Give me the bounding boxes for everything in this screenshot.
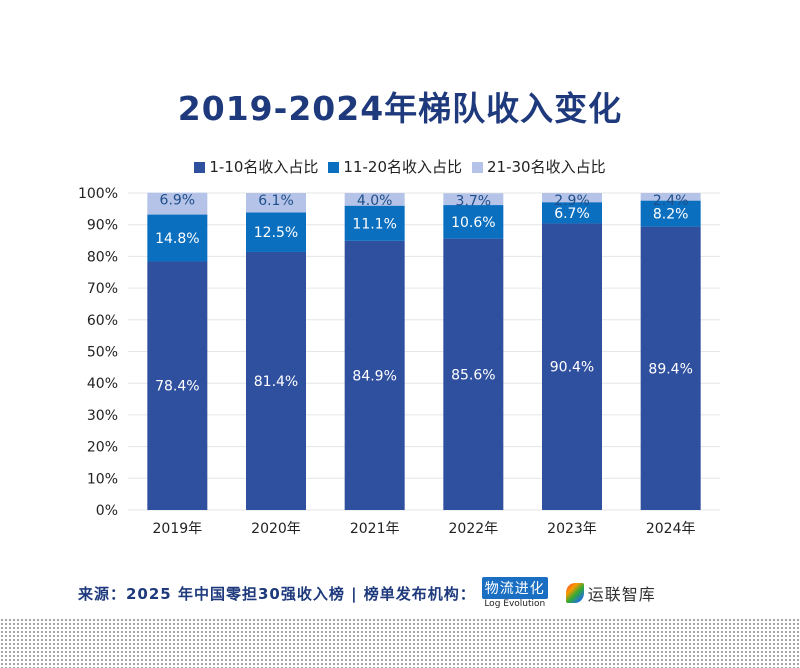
yunlian-logo: 运联智库 — [565, 581, 656, 605]
x-tick-label: 2022年 — [449, 521, 499, 537]
bar-segment — [344, 205, 405, 241]
y-tick-label: 100% — [78, 186, 118, 202]
chart: 0% 10% 20% 30% 40% 50% 60% 70% 80% 90% 100% 78.4% 14… — [78, 186, 720, 537]
y-tick-label: 40% — [87, 376, 118, 392]
y-tick-label: 10% — [87, 471, 118, 487]
x-tick-label: 2023年 — [547, 521, 597, 537]
legend-item: 21-30名收入占比 — [472, 156, 606, 177]
data-label: 89.4% — [648, 361, 692, 377]
bar-segment — [640, 200, 701, 227]
data-label: 90.4% — [550, 360, 594, 376]
y-tick-label: 70% — [87, 281, 118, 297]
data-label: 14.8% — [155, 231, 199, 247]
log-evolution-logo: 物流进化 Log Evolution — [481, 577, 548, 609]
y-tick-label: 50% — [87, 345, 118, 361]
data-label: 2.4% — [653, 193, 689, 209]
legend-item: 11-20名收入占比 — [328, 156, 462, 177]
data-label: 10.6% — [451, 215, 495, 231]
y-tick-label: 80% — [87, 249, 118, 265]
bar-segment — [443, 238, 504, 510]
bar-segment — [640, 193, 701, 201]
bar-segment — [246, 193, 306, 213]
data-label: 4.0% — [357, 193, 393, 209]
yunlian-logo-icon — [565, 583, 584, 603]
data-label: 84.9% — [352, 368, 396, 384]
legend-label: 1-10名收入占比 — [209, 158, 319, 176]
y-tick-label: 90% — [87, 218, 118, 234]
legend-swatch — [194, 162, 206, 173]
data-label: 11.1% — [352, 216, 396, 232]
x-tick-label: 2019年 — [153, 521, 203, 537]
bar-segment — [443, 205, 504, 239]
bar-segment — [640, 226, 701, 511]
bar-segment — [246, 212, 306, 252]
bar-segment — [542, 202, 602, 224]
legend: 1-10名收入占比 11-20名收入占比 21-30名收入占比 — [0, 156, 800, 177]
bar-segment — [443, 193, 504, 206]
y-tick-label: 60% — [87, 313, 118, 329]
y-tick-label: 0% — [96, 503, 118, 519]
bar-segment — [542, 223, 602, 510]
logo2-text: 运联智库 — [587, 585, 656, 604]
data-label: 6.7% — [554, 206, 590, 222]
legend-label: 11-20名收入占比 — [343, 158, 463, 176]
x-tick-label: 2020年 — [251, 521, 301, 537]
x-tick-label: 2024年 — [646, 521, 696, 537]
bar-segment — [147, 261, 208, 510]
y-tick-label: 30% — [87, 408, 118, 424]
legend-swatch — [472, 162, 484, 173]
legend-item: 1-10名收入占比 — [194, 156, 318, 177]
source-text: 来源：2025 年中国零担30强收入榜 | 榜单发布机构： — [78, 584, 476, 603]
bar-segment — [542, 193, 602, 203]
bar-segment — [246, 251, 306, 510]
data-label: 81.4% — [254, 374, 298, 390]
legend-swatch — [328, 162, 340, 173]
halftone-decoration — [0, 618, 800, 668]
chart-title: 2019-2024年梯队收入变化 — [177, 89, 623, 128]
y-tick-label: 20% — [87, 440, 118, 456]
bar-segment — [344, 193, 405, 206]
logo-main-text: 物流进化 — [481, 577, 548, 599]
data-label: 12.5% — [254, 225, 298, 241]
data-label: 6.1% — [258, 193, 294, 209]
data-label: 6.9% — [160, 193, 196, 209]
bar-segment — [147, 214, 208, 262]
footer: 来源：2025 年中国零担30强收入榜 | 榜单发布机构： 物流进化 Log E… — [78, 577, 656, 609]
legend-label: 21-30名收入占比 — [487, 158, 606, 176]
logo-sub-text: Log Evolution — [484, 599, 546, 609]
data-label: 85.6% — [451, 367, 495, 383]
data-label: 8.2% — [653, 207, 689, 223]
bar-segment — [147, 192, 208, 215]
x-tick-label: 2021年 — [350, 521, 400, 537]
data-label: 78.4% — [155, 379, 199, 395]
data-label: 2.9% — [554, 193, 590, 209]
data-label: 3.7% — [456, 193, 492, 209]
bar-segment — [344, 240, 405, 510]
